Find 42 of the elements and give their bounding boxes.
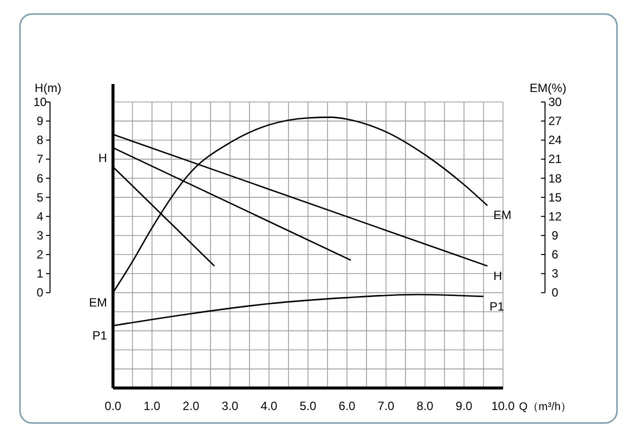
y2-tick-label: 27 (548, 114, 562, 128)
y-tick-label: 8 (36, 133, 44, 148)
y-tick-label: 6 (36, 171, 44, 186)
y2-tick-label: 0 (552, 286, 559, 300)
y2-tick-label: 18 (548, 171, 562, 186)
annotation: EM (89, 296, 108, 310)
y-tick-label: 1 (36, 266, 44, 281)
x-tick-label: 1.0 (144, 399, 161, 413)
y2-tick-label: 9 (552, 228, 559, 242)
annotation: P1 (92, 328, 108, 343)
y-tick-label: 9 (36, 114, 44, 128)
annotation: H (493, 268, 502, 283)
annotation: H (98, 150, 107, 165)
y-tick-label: 10 (33, 95, 47, 109)
x-tick-label: 5.0 (300, 399, 317, 413)
x-tick-label: 9.0 (456, 399, 473, 413)
y-tick-label: 5 (36, 190, 44, 204)
annotation: EM (493, 208, 512, 222)
y-tick-label: 7 (36, 152, 44, 166)
y-tick-label: 0 (36, 286, 44, 300)
y2-tick-label: 12 (548, 209, 562, 224)
y2-tick-label: 30 (548, 95, 562, 109)
y-tick-label: 4 (36, 209, 44, 224)
x-tick-label: 10.0 (491, 399, 515, 413)
x-tick-label: 0.0 (104, 399, 122, 413)
y2-tick-label: 24 (548, 133, 562, 148)
y-axis-title: H(m) (34, 81, 62, 95)
y2-tick-label: 15 (548, 190, 562, 204)
x-tick-label: 3.0 (222, 399, 239, 413)
y2-axis-title: EM(%) (530, 81, 566, 95)
y2-tick-label: 6 (552, 248, 559, 262)
x-axis-title: Q（m³/h） (519, 401, 572, 413)
y-tick-label: 2 (36, 248, 44, 262)
y2-tick-label: 21 (548, 152, 562, 166)
x-tick-label: 7.0 (378, 399, 395, 413)
annotation: P1 (490, 299, 505, 314)
x-tick-label: 4.0 (260, 399, 278, 413)
y2-tick-label: 3 (552, 266, 559, 281)
x-tick-label: 6.0 (338, 399, 356, 413)
x-tick-label: 8.0 (416, 399, 434, 413)
y-tick-label: 3 (36, 228, 44, 242)
x-tick-label: 2.0 (182, 399, 200, 413)
